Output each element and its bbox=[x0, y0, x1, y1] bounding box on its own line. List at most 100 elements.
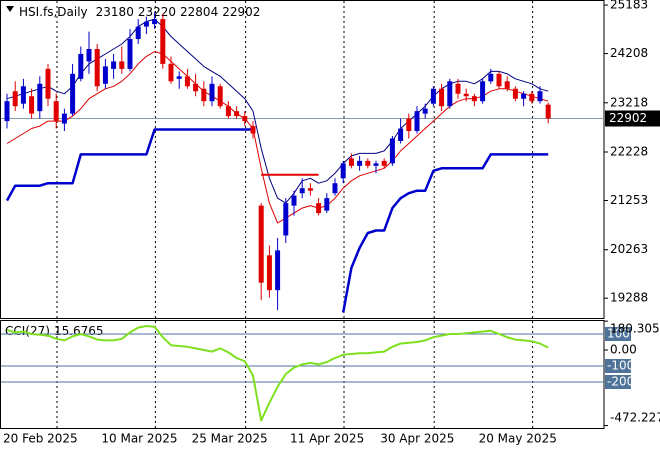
y-tick-label: 21253 bbox=[610, 193, 648, 207]
chart-header: HSI.fs,Daily 23180 23220 22804 22902 bbox=[19, 5, 260, 19]
candle-body bbox=[463, 93, 469, 97]
overlay-line bbox=[6, 51, 549, 224]
candle-body bbox=[488, 73, 494, 82]
candle-body bbox=[119, 61, 125, 69]
candle-body bbox=[545, 104, 551, 119]
candle-body bbox=[94, 48, 100, 87]
y-tick-label: 22228 bbox=[610, 145, 648, 159]
candle-body bbox=[299, 188, 305, 194]
candle-body bbox=[250, 126, 256, 134]
candle-body bbox=[193, 83, 199, 92]
candle-body bbox=[455, 83, 461, 94]
candle-body bbox=[504, 81, 510, 89]
candle-body bbox=[45, 68, 51, 99]
candle-body bbox=[389, 138, 395, 164]
candle-body bbox=[225, 106, 231, 117]
candle-body bbox=[291, 195, 297, 206]
candle-body bbox=[168, 63, 174, 82]
candle-body bbox=[406, 118, 412, 132]
candle-body bbox=[184, 76, 190, 87]
overlay-line bbox=[5, 128, 549, 313]
candle-body bbox=[266, 255, 272, 291]
symbol: HSI.fs,Daily bbox=[19, 5, 88, 19]
candle-body bbox=[143, 21, 149, 27]
candle-body bbox=[135, 26, 141, 40]
x-tick-label: 30 Apr 2025 bbox=[380, 432, 454, 446]
candle-body bbox=[512, 88, 518, 99]
candle-body bbox=[53, 101, 59, 122]
collapse-icon bbox=[6, 6, 14, 12]
candle-body bbox=[209, 83, 215, 102]
x-tick-label: 20 May 2025 bbox=[479, 432, 557, 446]
y-tick-label: 19288 bbox=[610, 291, 648, 305]
candle-body bbox=[480, 81, 486, 102]
candle-body bbox=[521, 93, 527, 99]
candle-body bbox=[398, 128, 404, 141]
candle-body bbox=[242, 116, 248, 122]
candle-body bbox=[61, 113, 67, 124]
candle-body bbox=[439, 88, 445, 107]
candle-body bbox=[70, 73, 76, 114]
header-high: 23220 bbox=[138, 5, 176, 19]
candle-body bbox=[447, 81, 453, 107]
candle-body bbox=[340, 163, 346, 179]
candle-body bbox=[332, 183, 338, 194]
candle-body bbox=[217, 86, 223, 107]
y-tick-label: 25183 bbox=[610, 0, 648, 12]
candle-body bbox=[537, 91, 543, 102]
candle-body bbox=[152, 19, 158, 25]
candle-body bbox=[176, 76, 182, 79]
x-tick-label: 25 Mar 2025 bbox=[192, 432, 268, 446]
candle-body bbox=[111, 61, 117, 69]
x-tick-label: 11 Apr 2025 bbox=[290, 432, 364, 446]
indicator-panel bbox=[0, 320, 605, 429]
y-tick-label: 24208 bbox=[610, 46, 648, 60]
level-label-box bbox=[605, 327, 631, 341]
candle-body bbox=[471, 96, 477, 102]
x-tick-label: 20 Feb 2025 bbox=[3, 432, 78, 446]
header-low: 22804 bbox=[180, 5, 218, 19]
level-label-box bbox=[605, 375, 631, 389]
candle-body bbox=[414, 111, 420, 132]
candle-body bbox=[29, 96, 35, 114]
price-label-box bbox=[605, 110, 660, 127]
candle-body bbox=[529, 93, 535, 102]
price-label: 22902 bbox=[609, 111, 647, 125]
level-label: -200 bbox=[607, 375, 634, 389]
candle-body bbox=[275, 250, 281, 291]
y-tick-label: 23218 bbox=[610, 95, 648, 109]
candle-body bbox=[365, 160, 371, 166]
level-label: -100 bbox=[607, 359, 634, 373]
header-close: 22902 bbox=[222, 5, 260, 19]
candle-body bbox=[234, 111, 240, 117]
candle-body bbox=[78, 53, 84, 79]
candle-body bbox=[37, 83, 43, 112]
x-tick-label: 10 Mar 2025 bbox=[101, 432, 177, 446]
candle-body bbox=[258, 205, 264, 283]
candle-body bbox=[324, 198, 330, 211]
y-tick-label: 20263 bbox=[610, 242, 648, 256]
indicator-line bbox=[6, 325, 549, 422]
level-label-box bbox=[605, 359, 631, 373]
candle-body bbox=[307, 188, 313, 191]
indicator-tick-label: 0.00 bbox=[610, 343, 637, 357]
candle-body bbox=[4, 101, 10, 122]
candle-body bbox=[283, 203, 289, 236]
candle-body bbox=[201, 88, 207, 102]
indicator-tick-label: 180.305 bbox=[610, 322, 660, 336]
candle-body bbox=[496, 73, 502, 87]
candle-body bbox=[12, 91, 18, 107]
header-open: 23180 bbox=[96, 5, 134, 19]
candle-body bbox=[357, 160, 363, 166]
candle-body bbox=[316, 203, 322, 214]
indicator-tick-label: -472.227 bbox=[610, 411, 660, 425]
candle-body bbox=[20, 86, 26, 104]
candle-body bbox=[422, 108, 428, 114]
candle-body bbox=[373, 163, 379, 166]
candle-body bbox=[160, 19, 166, 64]
main-panel bbox=[0, 0, 605, 319]
candle-body bbox=[348, 158, 354, 166]
candle-body bbox=[102, 66, 108, 84]
candle-body bbox=[127, 39, 133, 69]
